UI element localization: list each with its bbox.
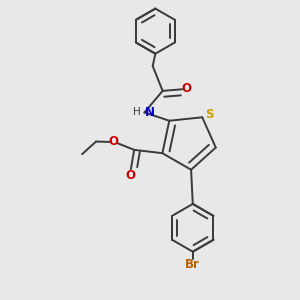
Text: O: O bbox=[182, 82, 191, 95]
Text: Br: Br bbox=[185, 259, 200, 272]
Text: N: N bbox=[144, 106, 154, 119]
Text: H: H bbox=[133, 107, 141, 118]
Text: O: O bbox=[109, 135, 118, 148]
Text: O: O bbox=[125, 169, 135, 182]
Text: S: S bbox=[205, 108, 214, 121]
